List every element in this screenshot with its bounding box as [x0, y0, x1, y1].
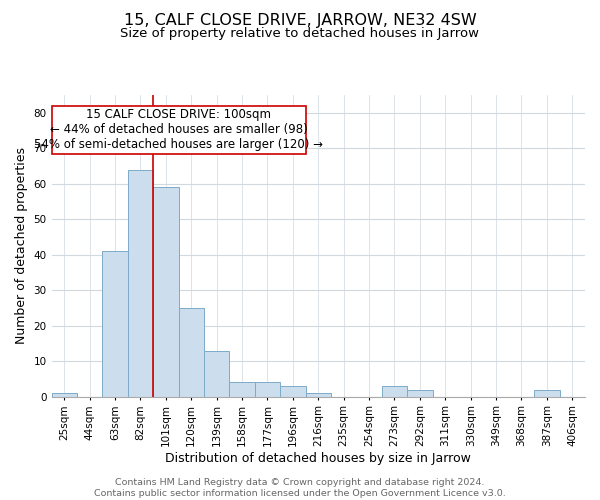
Bar	[179, 308, 204, 396]
Bar	[305, 393, 331, 396]
Text: 15, CALF CLOSE DRIVE, JARROW, NE32 4SW: 15, CALF CLOSE DRIVE, JARROW, NE32 4SW	[124, 12, 476, 28]
Bar	[407, 390, 433, 396]
Bar	[255, 382, 280, 396]
Bar	[52, 393, 77, 396]
Bar	[204, 350, 229, 397]
Text: Size of property relative to detached houses in Jarrow: Size of property relative to detached ho…	[121, 28, 479, 40]
Bar	[103, 251, 128, 396]
Text: 54% of semi-detached houses are larger (120) →: 54% of semi-detached houses are larger (…	[34, 138, 323, 151]
Y-axis label: Number of detached properties: Number of detached properties	[15, 148, 28, 344]
Text: 15 CALF CLOSE DRIVE: 100sqm: 15 CALF CLOSE DRIVE: 100sqm	[86, 108, 271, 121]
Bar	[128, 170, 153, 396]
Bar	[534, 390, 560, 396]
X-axis label: Distribution of detached houses by size in Jarrow: Distribution of detached houses by size …	[166, 452, 471, 465]
Text: Contains HM Land Registry data © Crown copyright and database right 2024.
Contai: Contains HM Land Registry data © Crown c…	[94, 478, 506, 498]
Bar	[280, 386, 305, 396]
Bar	[382, 386, 407, 396]
Bar	[229, 382, 255, 396]
Bar	[153, 188, 179, 396]
Text: ← 44% of detached houses are smaller (98): ← 44% of detached houses are smaller (98…	[50, 123, 307, 136]
